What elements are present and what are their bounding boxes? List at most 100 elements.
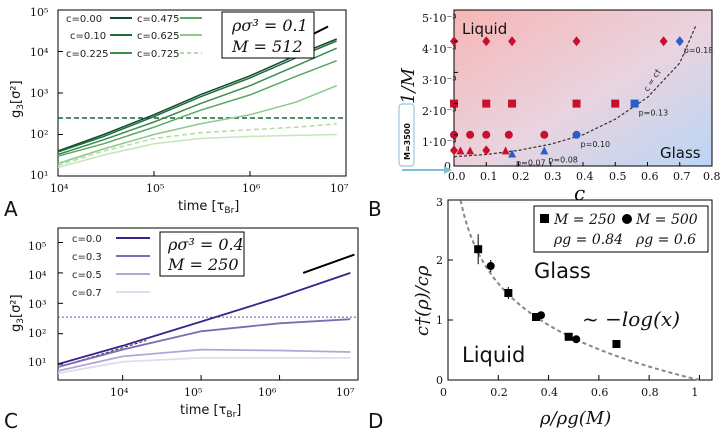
- liquid-point-12: [482, 130, 491, 139]
- x-tick-b-3: 0.3: [544, 170, 562, 183]
- liquid-point-16: [456, 146, 465, 155]
- x-tick-c-5: 10⁵: [184, 386, 202, 399]
- series-line-a-extra: [57, 133, 337, 169]
- x-label-c: time [τBr]: [180, 403, 241, 420]
- glass-point-label-0: p=0.18: [684, 46, 714, 55]
- series-line-c-0: [57, 272, 351, 365]
- fit-label-d: ~ −log(x): [582, 307, 680, 331]
- y-tick-a-1: 10¹: [30, 169, 48, 182]
- legend-a-label-4: c=0.625: [137, 31, 180, 42]
- liquid-point-6: [482, 99, 491, 108]
- legend-box-d: [533, 205, 709, 253]
- annotation-box-c: [159, 231, 245, 277]
- y-tick-c-3: 10³: [28, 298, 46, 311]
- legend-d-rhog084: ρg = 0.84: [553, 232, 623, 248]
- y-label-b: 1/M: [398, 67, 419, 104]
- x-tick-b-6: 0.6: [641, 170, 659, 183]
- legend-c-label-3: c=0.7: [72, 288, 102, 299]
- y-tick-b-4: 4·10⁻³: [422, 43, 457, 56]
- dashed-curve-c: [57, 339, 147, 368]
- y-tick-c-2: 10²: [28, 327, 46, 340]
- y-label-d: c†(ρ)/cρ: [412, 265, 433, 336]
- liquid-point-14: [540, 130, 549, 139]
- liquid-point-9: [611, 99, 620, 108]
- legend-d-rhog06: ρg = 0.6: [635, 232, 696, 248]
- y-label-a: g3[σ²]: [9, 80, 26, 118]
- y-tick-a-5: 10⁵: [30, 6, 48, 19]
- y-tick-d-3: 3: [436, 196, 443, 209]
- x-tick-d-0: 0: [440, 386, 447, 399]
- legend-a-label-3: c=0.475: [137, 14, 180, 25]
- x-tick-b-5: 0.5: [609, 170, 627, 183]
- region-label-liquid-d: Liquid: [462, 343, 525, 367]
- x-tick-d-5: 1: [691, 386, 698, 399]
- liquid-point-18: [482, 145, 491, 156]
- annotation-a-m: M = 512: [231, 37, 303, 56]
- series-line-c-2: [57, 348, 351, 372]
- glass-point-label-1: p=0.13: [639, 109, 669, 118]
- annotation-box-a: [221, 11, 315, 59]
- series-line-a-4: [57, 84, 337, 165]
- y-tick-c-1: 10¹: [28, 356, 46, 369]
- liquid-point-4: [659, 36, 668, 47]
- data-circle-0: [486, 262, 495, 270]
- m-label-arrowhead: [444, 166, 452, 174]
- y-tick-d-0: 0: [436, 374, 443, 387]
- panel-letter-c: C: [4, 409, 18, 432]
- y-tick-a-2: 10²: [30, 128, 48, 141]
- x-tick-b-8: 0.8: [703, 170, 721, 183]
- y-tick-b-2: 2·10⁻³: [422, 105, 457, 118]
- liquid-point-15: [450, 145, 458, 156]
- panel-a: 10⁵ 10⁴ 10³ 10² 10¹ 10⁴ 10⁵ 10⁶ 10⁷ time…: [9, 6, 349, 216]
- y-label-c: g3[σ²]: [9, 294, 26, 332]
- annotation-c-m: M = 250: [167, 255, 239, 274]
- x-tick-a-4: 10⁴: [50, 182, 69, 195]
- glass-point-label-2: p=0.10: [581, 140, 611, 149]
- x-tick-c-6: 10⁶: [258, 386, 277, 399]
- x-tick-b-4: 0.4: [576, 170, 594, 183]
- region-label-liquid-b: Liquid: [462, 20, 507, 38]
- x-label-d: ρ/ρg(M): [539, 408, 611, 429]
- data-circle-1: [537, 311, 546, 320]
- panel-c: 10⁵ 10⁴ 10³ 10² 10¹ 10⁴ 10⁵ 10⁶ 10⁷ time…: [9, 227, 359, 420]
- y-tick-b-1: 1·10⁻³: [422, 136, 457, 149]
- liquid-point-2: [508, 36, 517, 47]
- data-square-4: [612, 340, 621, 348]
- panel-letter-a: A: [4, 197, 18, 221]
- x-tick-c-4: 10⁴: [110, 386, 129, 399]
- legend-c-label-0: c=0.0: [72, 234, 102, 245]
- legend-a-label-2: c=0.225: [66, 49, 109, 60]
- series-line-c-1: [57, 318, 351, 368]
- liquid-point-7: [508, 99, 517, 108]
- legend-a-label-5: c=0.725: [137, 49, 180, 60]
- y-tick-b-0: 0: [444, 160, 451, 173]
- x-tick-d-4: 0.8: [641, 386, 659, 399]
- y-tick-b-3: 3·10⁻³: [422, 74, 457, 87]
- m-label-box: [398, 103, 415, 167]
- x-tick-b-0: 0.0: [448, 170, 466, 183]
- x-tick-b-1: 0.1: [480, 170, 498, 183]
- y-tick-b-5: 5·10⁻³: [422, 12, 457, 25]
- liquid-point-11: [466, 130, 475, 139]
- liquid-point-13: [504, 130, 513, 139]
- slope-line-c: [302, 253, 355, 274]
- plot-frame-b: [453, 9, 713, 167]
- region-label-glass-b: Glass: [660, 144, 701, 162]
- m-label: M=3500: [403, 123, 412, 160]
- legend-c-label-2: c=0.5: [72, 270, 102, 281]
- glass-point-0: [675, 36, 684, 47]
- panel-letter-d: D: [368, 409, 383, 432]
- region-label-glass-d: Glass: [534, 259, 591, 283]
- y-tick-c-5: 10⁵: [28, 240, 46, 253]
- panel-d: 0 1 2 3 0 0.2 0.4 0.6 0.8 1 ρ/ρg(M) c†(ρ)/cρ …: [412, 196, 713, 429]
- x-tick-a-6: 10⁶: [242, 182, 261, 195]
- x-tick-d-1: 0.2: [490, 386, 508, 399]
- x-tick-b-2: 0.2: [512, 170, 530, 183]
- x-tick-a-5: 10⁵: [146, 182, 164, 195]
- series-line-a-3: [57, 60, 337, 157]
- liquid-point-19: [501, 146, 510, 155]
- data-square-3: [564, 332, 573, 341]
- liquid-point-8: [572, 99, 581, 108]
- data-square-1: [504, 289, 513, 297]
- legend-c: c=0.0 c=0.3 c=0.5 c=0.7: [72, 234, 150, 299]
